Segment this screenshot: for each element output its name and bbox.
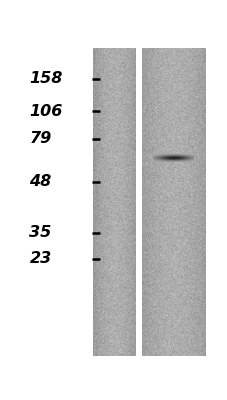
Bar bbox=[136, 48, 141, 356]
Text: 106: 106 bbox=[29, 104, 62, 119]
Text: 23: 23 bbox=[29, 252, 51, 266]
Bar bbox=[141, 48, 204, 356]
Bar bbox=[93, 48, 136, 356]
Text: 79: 79 bbox=[29, 131, 51, 146]
Text: 158: 158 bbox=[29, 71, 62, 86]
Text: 48: 48 bbox=[29, 174, 51, 190]
Text: 35: 35 bbox=[29, 225, 51, 240]
